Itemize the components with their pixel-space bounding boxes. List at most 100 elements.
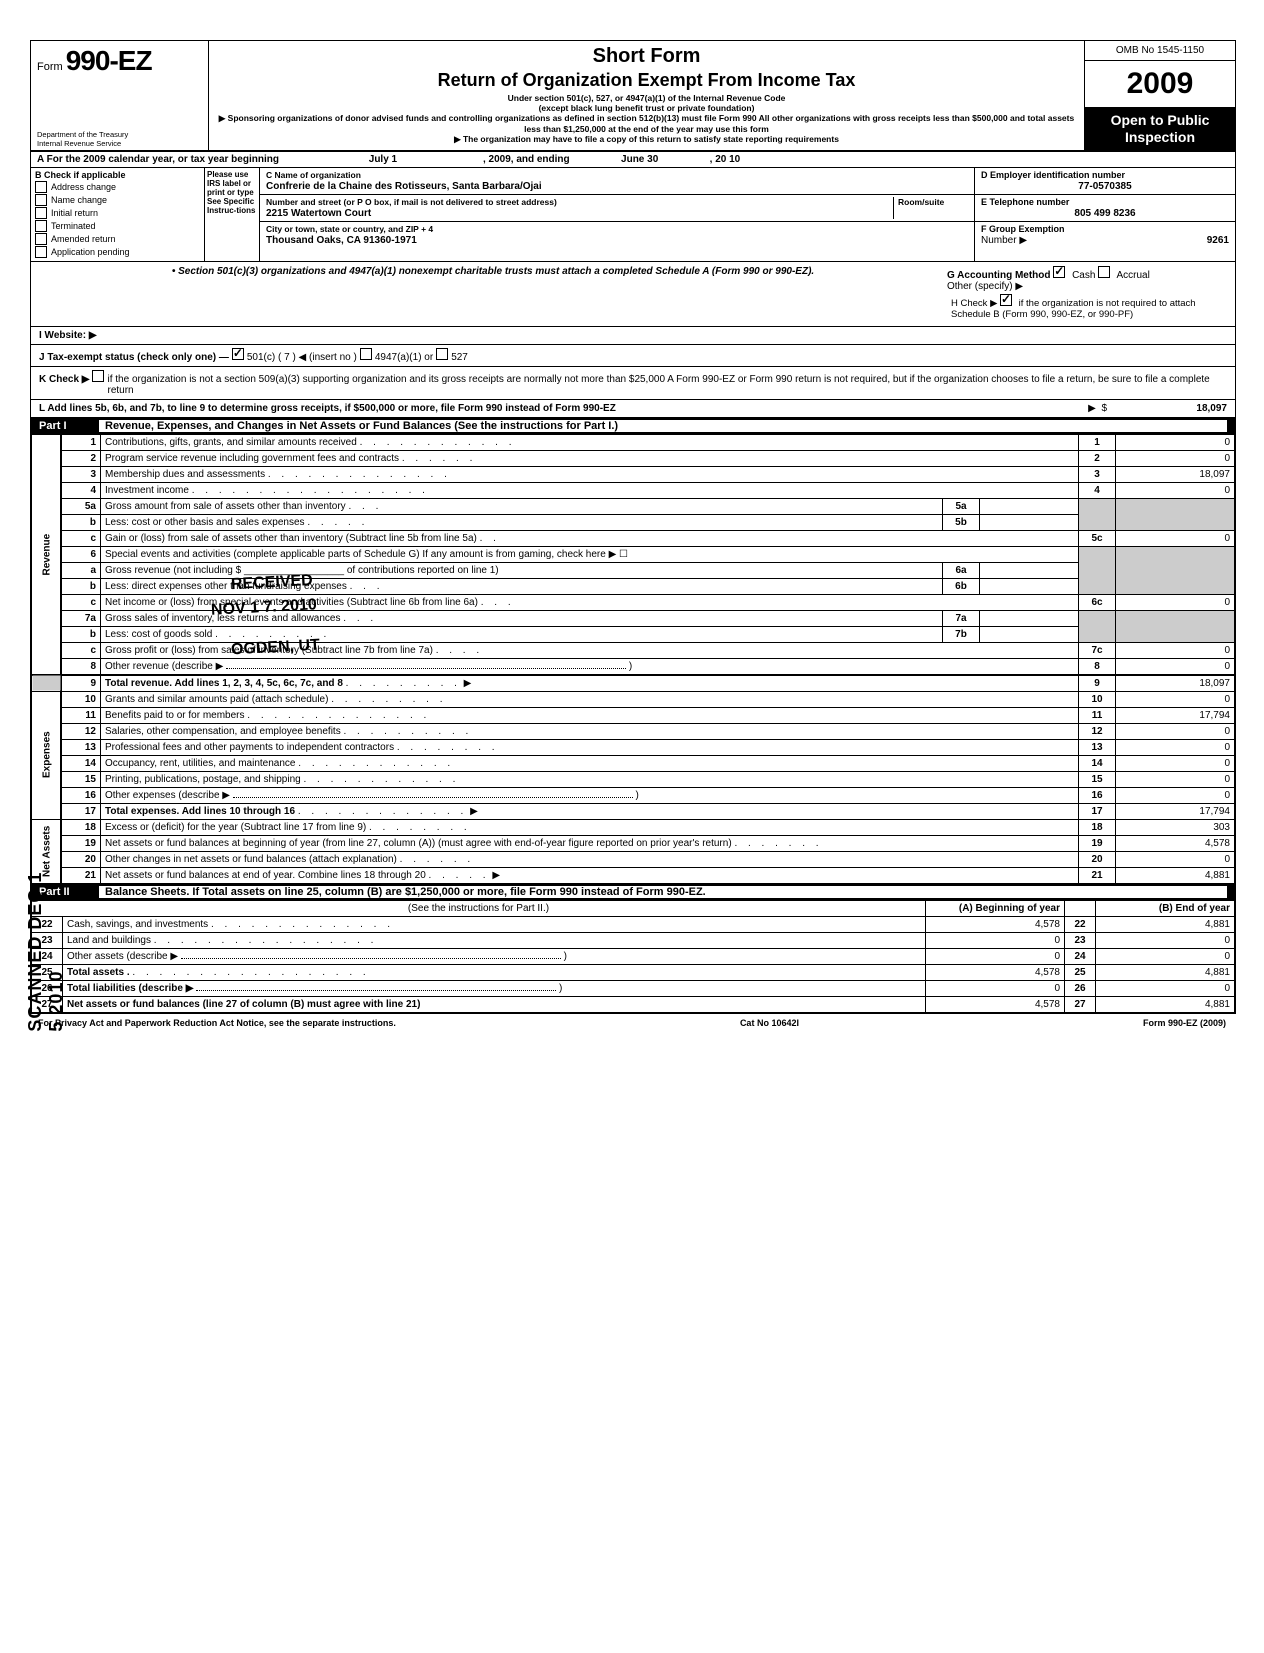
l5b-n: b (61, 514, 101, 530)
l12-rn: 12 (1079, 723, 1116, 739)
l18-rn: 18 (1079, 819, 1116, 835)
chk-label-3: Terminated (51, 221, 96, 231)
bal-26: 26 Total liabilities (describe ▶ ) 0 26 … (32, 980, 1235, 996)
r27-b: 4,881 (1096, 996, 1235, 1012)
footer-left: For Privacy Act and Paperwork Reduction … (38, 1018, 396, 1028)
chk-application-pending[interactable]: Application pending (35, 246, 200, 258)
chk-label-1: Name change (51, 195, 107, 205)
row-a-begin: July 1 (283, 154, 483, 165)
l14-rv: 0 (1116, 755, 1235, 771)
chk-name-change[interactable]: Name change (35, 194, 200, 206)
line-8: 8 Other revenue (describe ▶ ) 8 0 (32, 658, 1235, 675)
j-527: 527 (451, 352, 468, 363)
scanned-stamp: SCANNED DEC 1 5 2010 (25, 860, 67, 1032)
header-center: Short Form Return of Organization Exempt… (209, 41, 1085, 150)
omb-number: OMB No 1545-1150 (1085, 41, 1235, 61)
ein-value: 77-0570385 (981, 181, 1229, 192)
r25-d: Total assets . (67, 967, 130, 978)
l10-d: Grants and similar amounts paid (attach … (105, 694, 328, 705)
l17-d: Total expenses. Add lines 10 through 16 (105, 806, 295, 817)
l5a-sv (980, 498, 1079, 514)
l-label: L Add lines 5b, 6b, and 7b, to line 9 to… (39, 403, 1088, 414)
line-16: 16 Other expenses (describe ▶ ) 16 0 (32, 787, 1235, 803)
chk-527[interactable] (436, 348, 448, 360)
line-9: 9 Total revenue. Add lines 1, 2, 3, 4, 5… (32, 675, 1235, 692)
chk-501c[interactable] (232, 348, 244, 360)
line-11: 11 Benefits paid to or for members . . .… (32, 707, 1235, 723)
city-label: City or town, state or country, and ZIP … (266, 224, 433, 234)
l9-rv: 18,097 (1116, 675, 1235, 692)
bal-23: 23 Land and buildings . . . . . . . . . … (32, 932, 1235, 948)
side-net-assets: Net Assets (32, 819, 62, 883)
l8-n: 8 (61, 658, 101, 675)
chk-initial-return[interactable]: Initial return (35, 207, 200, 219)
line-5c: c Gain or (loss) from sale of assets oth… (32, 530, 1235, 546)
l9-n: 9 (61, 675, 101, 692)
l20-n: 20 (61, 851, 101, 867)
l13-rn: 13 (1079, 739, 1116, 755)
l12-rv: 0 (1116, 723, 1235, 739)
tax-exempt-row: J Tax-exempt status (check only one) — 5… (31, 345, 1235, 367)
r26-b: 0 (1096, 980, 1235, 996)
part1-table: Revenue 1 Contributions, gifts, grants, … (31, 434, 1235, 884)
chk-address-change[interactable]: Address change (35, 181, 200, 193)
col-please: Please use IRS label or print or type Se… (205, 168, 260, 261)
line-19: 19 Net assets or fund balances at beginn… (32, 835, 1235, 851)
l5c-d: Gain or (loss) from sale of assets other… (105, 533, 477, 544)
l16-n: 16 (61, 787, 101, 803)
l18-n: 18 (61, 819, 101, 835)
phone-label: E Telephone number (981, 197, 1069, 207)
line-12: 12 Salaries, other compensation, and emp… (32, 723, 1235, 739)
footer-mid: Cat No 10642I (740, 1018, 799, 1028)
chk-label-2: Initial return (51, 208, 98, 218)
l18-rv: 303 (1116, 819, 1235, 835)
r23-b: 0 (1096, 932, 1235, 948)
l2-rv: 0 (1116, 450, 1235, 466)
l6c-d: Net income or (loss) from special events… (105, 597, 478, 608)
chk-label-5: Application pending (51, 247, 130, 257)
l6a-d: Gross revenue (not including $ _________… (105, 565, 499, 576)
chk-amended-return[interactable]: Amended return (35, 233, 200, 245)
irs-label: Internal Revenue Service (37, 139, 128, 148)
part1-title: Revenue, Expenses, and Changes in Net As… (99, 420, 1227, 432)
row-a-tax-year: A For the 2009 calendar year, or tax yea… (31, 152, 1235, 168)
chk-h[interactable] (1000, 294, 1012, 306)
l1-n: 1 (61, 434, 101, 450)
k-text: if the organization is not a section 509… (107, 374, 1227, 396)
l10-rn: 10 (1079, 691, 1116, 707)
addr-value: 2215 Watertown Court (266, 208, 371, 219)
l4-n: 4 (61, 482, 101, 498)
chk-terminated[interactable]: Terminated (35, 220, 200, 232)
line-5b: b Less: cost or other basis and sales ex… (32, 514, 1235, 530)
l7b-d: Less: cost of goods sold (105, 629, 212, 640)
l4-rv: 0 (1116, 482, 1235, 498)
form-number: 990-EZ (66, 45, 152, 76)
l5b-d: Less: cost or other basis and sales expe… (105, 517, 305, 528)
line-10: Expenses 10 Grants and similar amounts p… (32, 691, 1235, 707)
l17-n: 17 (61, 803, 101, 819)
chk-accrual[interactable] (1098, 266, 1110, 278)
open-public-badge: Open to Public Inspection (1085, 108, 1235, 150)
chk-cash[interactable] (1053, 266, 1065, 278)
l9-rn: 9 (1079, 675, 1116, 692)
col-b-header: B Check if applicable (35, 170, 200, 180)
addr-label: Number and street (or P O box, if mail i… (266, 197, 557, 207)
r25-a: 4,578 (926, 964, 1065, 980)
l2-d: Program service revenue including govern… (105, 453, 399, 464)
chk-4947[interactable] (360, 348, 372, 360)
r25-b: 4,881 (1096, 964, 1235, 980)
l19-rn: 19 (1079, 835, 1116, 851)
l6a-sv (980, 562, 1079, 578)
l9-d: Total revenue. Add lines 1, 2, 3, 4, 5c,… (105, 678, 343, 689)
group-exempt-value: 9261 (1207, 235, 1229, 246)
l7a-d: Gross sales of inventory, less returns a… (105, 613, 340, 624)
l21-d: Net assets or fund balances at end of ye… (105, 870, 426, 881)
r26-ln: 26 (1065, 980, 1096, 996)
r22-ln: 22 (1065, 916, 1096, 932)
chk-k[interactable] (92, 370, 104, 382)
l-row: L Add lines 5b, 6b, and 7b, to line 9 to… (31, 400, 1235, 418)
phone-value: 805 499 8236 (981, 208, 1229, 219)
balance-table: (See the instructions for Part II.) (A) … (31, 900, 1235, 1013)
l6c-n: c (61, 594, 101, 610)
line-3: 3 Membership dues and assessments . . . … (32, 466, 1235, 482)
